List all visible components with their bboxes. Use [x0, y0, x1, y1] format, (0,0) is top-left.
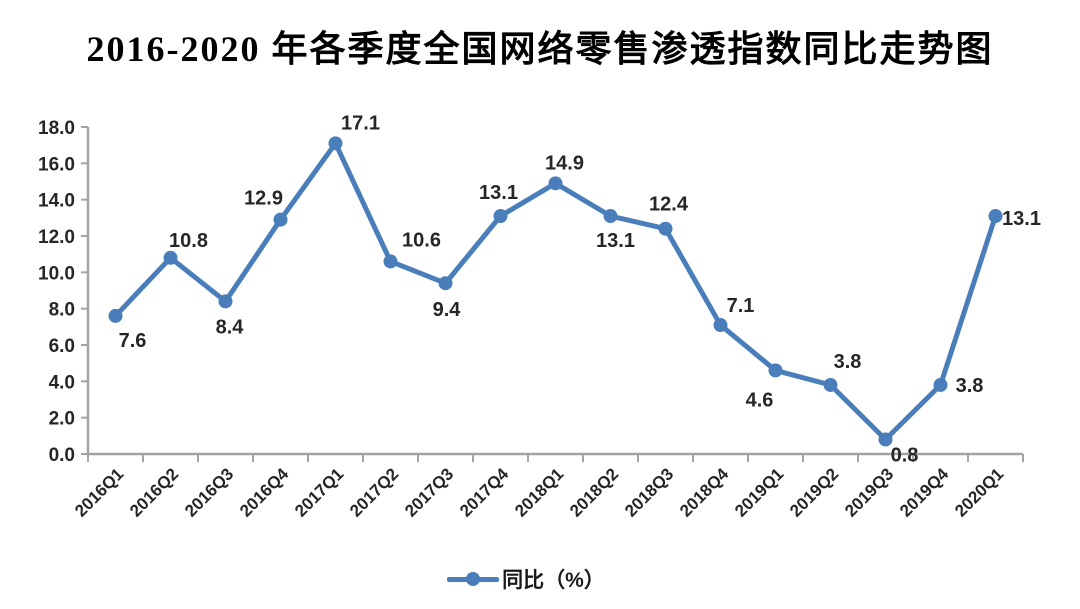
data-point-value-label: 3.8	[834, 351, 862, 373]
y-axis-tick-label: 10.0	[38, 263, 75, 284]
data-point-value-label: 9.4	[433, 299, 462, 321]
data-point-marker	[603, 209, 618, 224]
data-point-marker	[548, 176, 563, 191]
data-point-value-label: 10.8	[169, 230, 208, 252]
legend: 同比（%）	[0, 564, 1066, 594]
data-point-value-label: 0.8	[891, 444, 919, 466]
data-point-marker	[768, 363, 783, 378]
x-axis-tick-label: 2018Q2	[566, 464, 622, 520]
x-axis-tick-label: 2020Q1	[951, 464, 1007, 520]
chart-title: 2016-2020 年各季度全国网络零售渗透指数同比走势图	[86, 29, 994, 69]
data-point-marker	[108, 308, 123, 323]
legend-dot-icon	[466, 572, 481, 586]
x-axis-tick-label: 2016Q3	[181, 464, 237, 520]
data-point-marker	[988, 209, 1003, 224]
y-axis-tick-label: 14.0	[38, 191, 75, 212]
data-point-marker	[218, 294, 233, 309]
data-point-value-label: 3.8	[956, 375, 984, 397]
data-point-value-label: 14.9	[545, 152, 584, 174]
data-point-value-label: 17.1	[341, 112, 380, 134]
data-point-value-label: 12.9	[244, 188, 283, 210]
legend-line-marker-icon	[447, 572, 500, 586]
x-axis-tick-label: 2017Q1	[291, 464, 347, 520]
x-axis-tick-label: 2017Q2	[346, 464, 402, 520]
data-point-value-label: 4.6	[746, 389, 774, 411]
x-axis-tick-label: 2016Q2	[126, 464, 182, 520]
x-axis-tick-label: 2019Q3	[841, 464, 897, 520]
legend-label: 同比（%）	[502, 569, 605, 592]
data-point-marker	[658, 221, 673, 236]
x-axis-tick-label: 2019Q4	[896, 464, 953, 521]
data-point-value-label: 8.4	[216, 316, 245, 338]
data-point-marker	[383, 254, 398, 269]
y-axis-tick-label: 6.0	[49, 336, 75, 357]
data-point-value-label: 13.1	[479, 182, 518, 204]
x-axis-tick-label: 2016Q1	[71, 464, 127, 520]
data-point-marker	[713, 318, 728, 333]
data-point-value-label: 12.4	[649, 194, 689, 216]
x-axis-tick-label: 2019Q2	[786, 464, 842, 520]
data-point-value-label: 13.1	[596, 230, 635, 252]
data-point-value-label: 13.1	[1002, 208, 1041, 230]
data-point-marker	[438, 276, 453, 291]
data-point-marker	[273, 212, 288, 227]
y-axis-tick-label: 12.0	[38, 227, 75, 248]
x-axis-tick-label: 2018Q3	[621, 464, 677, 520]
y-axis-tick-label: 2.0	[49, 409, 75, 430]
y-axis-tick-label: 16.0	[38, 154, 75, 175]
data-point-value-label: 7.6	[119, 330, 147, 352]
y-axis-tick-label: 0.0	[49, 445, 75, 466]
x-axis-tick-label: 2016Q4	[236, 464, 293, 521]
x-axis-tick-label: 2017Q4	[456, 464, 513, 521]
data-point-marker	[878, 432, 893, 447]
x-axis-tick-label: 2018Q1	[511, 464, 567, 520]
x-axis-tick-label: 2017Q3	[401, 464, 457, 520]
x-axis-tick-label: 2018Q4	[676, 464, 733, 521]
data-point-value-label: 7.1	[727, 295, 755, 317]
y-axis-tick-label: 18.0	[38, 118, 75, 139]
data-point-marker	[328, 136, 343, 151]
y-axis-tick-label: 4.0	[49, 372, 75, 393]
x-axis-tick-label: 2019Q1	[731, 464, 787, 520]
data-point-marker	[163, 250, 178, 265]
y-axis-tick-label: 8.0	[49, 300, 75, 321]
data-point-marker	[493, 209, 508, 224]
data-point-marker	[823, 377, 838, 392]
data-point-value-label: 10.6	[402, 229, 441, 251]
data-point-marker	[933, 377, 948, 392]
